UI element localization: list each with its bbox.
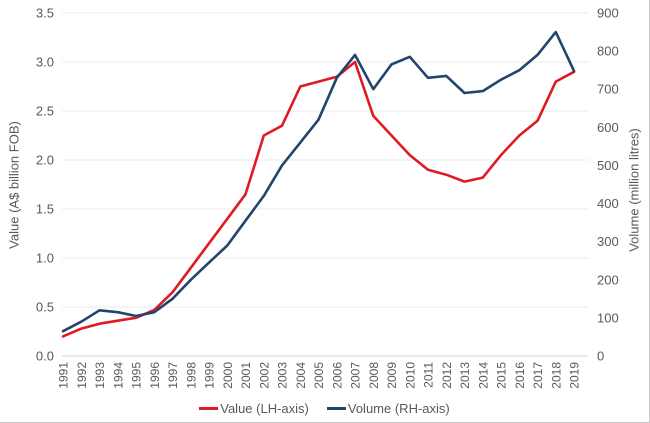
x-axis-tick: 2002 [257, 362, 271, 389]
right-axis-tick: 300 [597, 234, 619, 249]
x-axis-tick: 1994 [111, 362, 125, 389]
x-axis-tick: 2007 [349, 362, 363, 389]
left-axis-tick: 0.5 [36, 300, 54, 315]
value-line-series [61, 60, 576, 338]
x-axis-tick: 2006 [330, 362, 344, 389]
right-axis-tick: 900 [597, 6, 619, 21]
x-axis-tick: 1996 [148, 362, 162, 389]
x-axis-tick: 2018 [549, 362, 563, 389]
left-axis-tick: 3.5 [36, 6, 54, 21]
right-axis-title: Volume (million litres) [626, 128, 642, 252]
volume-series-marker-icon [326, 407, 346, 410]
right-axis-tick: 200 [597, 272, 619, 287]
right-axis-tick: 500 [597, 158, 619, 173]
x-axis-tick: 2016 [513, 362, 527, 389]
x-axis-tick: 2003 [276, 362, 290, 389]
x-axis-tick: 1998 [184, 362, 198, 389]
x-axis-tick: 2011 [422, 362, 436, 388]
value-series-marker-icon [199, 407, 219, 410]
left-axis-tick: 3.0 [36, 55, 54, 70]
x-axis-tick: 2004 [294, 362, 308, 389]
left-axis-tick: 2.0 [36, 153, 54, 168]
right-axis-tick: 400 [597, 196, 619, 211]
x-axis-tick: 2010 [403, 362, 417, 389]
right-axis-tick: 600 [597, 120, 619, 135]
volume-line-series [61, 30, 576, 333]
x-axis-tick: 1999 [203, 362, 217, 389]
right-axis-tick: 800 [597, 44, 619, 59]
right-axis-tick: 0 [597, 349, 604, 364]
x-axis-tick: 2019 [568, 362, 582, 389]
legend-label-value: Value (LH-axis) [220, 401, 309, 416]
x-axis-tick: 1993 [93, 362, 107, 389]
legend-item-value: Value (LH-axis) [199, 401, 309, 416]
left-axis-title: Value (A$ billion FOB) [6, 121, 22, 249]
x-axis-tick: 2012 [440, 362, 454, 389]
right-axis-tick: 100 [597, 310, 619, 325]
left-axis-tick: 1.0 [36, 251, 54, 266]
legend-item-volume: Volume (RH-axis) [326, 401, 450, 416]
x-axis-tick: 1992 [75, 362, 89, 389]
x-axis-tick: 2015 [495, 362, 509, 389]
left-axis-tick: 1.5 [36, 202, 54, 217]
x-axis-tick: 2005 [312, 362, 326, 389]
x-axis-tick: 2000 [221, 362, 235, 389]
x-axis-tick: 2008 [367, 362, 381, 389]
legend: Value (LH-axis) Volume (RH-axis) [0, 401, 649, 416]
x-axis-tick: 1991 [57, 362, 71, 389]
legend-label-volume: Volume (RH-axis) [347, 401, 450, 416]
x-axis-tick: 2009 [385, 362, 399, 389]
x-axis-tick: 2014 [476, 362, 490, 389]
x-axis-tick: 2013 [458, 362, 472, 389]
right-axis-tick: 700 [597, 82, 619, 97]
x-axis-tick: 1997 [166, 362, 180, 389]
left-axis-tick: 2.5 [36, 104, 54, 119]
x-axis-tick: 1995 [130, 362, 144, 389]
left-axis-tick: 0.0 [36, 349, 54, 364]
x-axis-tick: 2017 [531, 362, 545, 389]
x-axis-tick: 2001 [239, 362, 253, 389]
